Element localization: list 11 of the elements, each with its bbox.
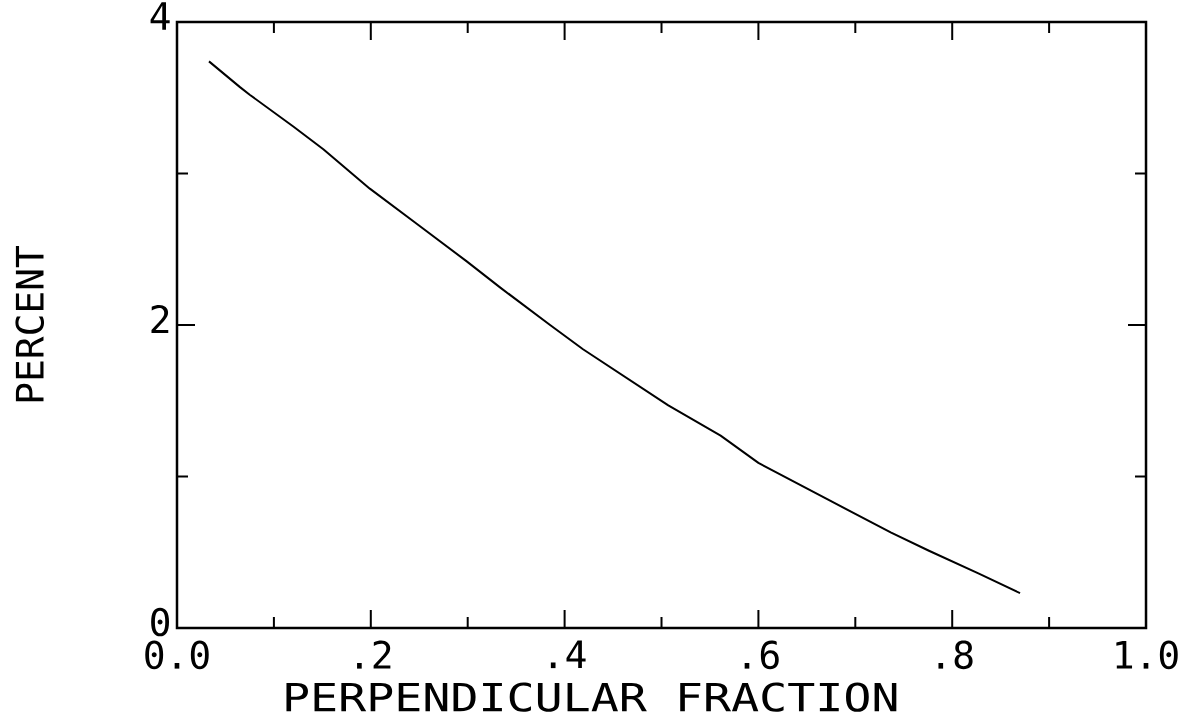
y-tick-label: 2 <box>151 304 169 334</box>
x-tick-label: .2 <box>357 640 391 669</box>
y-tick-label: 0 <box>151 607 170 637</box>
x-tick-label: .4 <box>550 640 586 669</box>
y-tick-label: 4 <box>150 2 170 30</box>
x-tick-label: 1.0 <box>1116 640 1178 670</box>
x-tick-label: 0.0 <box>145 640 209 670</box>
x-tick-label: .6 <box>744 640 779 670</box>
x-tick-label: .8 <box>938 640 973 670</box>
x-axis-title: PERPENDICULAR FRACTION <box>286 682 897 712</box>
y-axis-title: PERCENT <box>15 246 45 402</box>
